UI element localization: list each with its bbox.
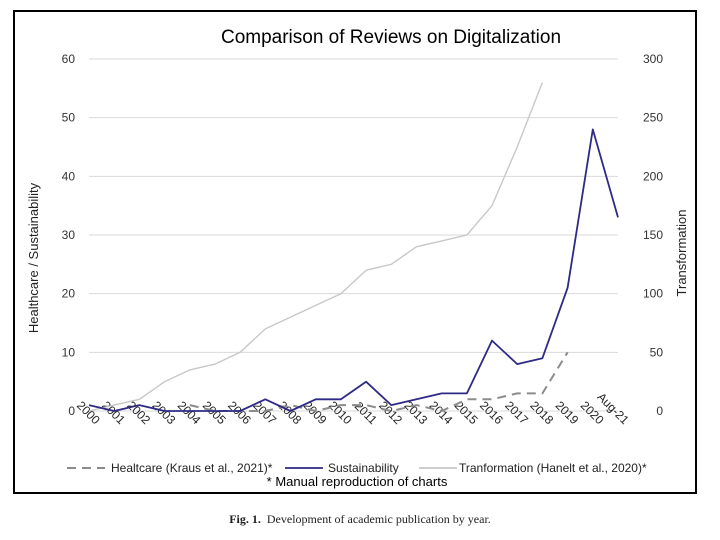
right-tick-label: 200 [643,169,663,183]
x-tick-label: 2014 [427,398,456,427]
left-y-axis: 0 10 20 30 40 50 60 [62,52,76,418]
legend: Healtcare (Kraus et al., 2021)* Sustainab… [67,461,647,475]
right-tick-label: 50 [650,345,664,359]
y-axis-label-right: Transformation [674,210,689,297]
legend-label: Healtcare (Kraus et al., 2021)* [111,461,273,475]
chart-title: Comparison of Reviews on Digitalization [221,27,561,48]
x-tick-label: 2005 [200,398,229,427]
x-tick-label: 2016 [477,398,506,427]
series-line-0 [189,351,569,412]
x-tick-label: 2018 [527,398,556,427]
left-tick-label: 60 [62,52,76,66]
left-tick-label: 10 [62,345,76,359]
right-y-axis: 0 50 100 150 200 250 300 [643,52,663,418]
left-tick-label: 30 [62,228,76,242]
caption-text: Development of academic publication by y… [266,512,491,526]
left-tick-label: 0 [68,404,75,418]
series-line-1 [88,128,619,412]
left-tick-label: 50 [62,111,76,125]
grid [89,58,618,412]
caption-label: Fig. 1. [229,512,261,526]
x-tick-label: 2013 [401,398,430,427]
right-tick-label: 300 [643,52,663,66]
right-tick-label: 150 [643,228,663,242]
x-tick-label: 2019 [553,398,582,427]
x-tick-label: 2004 [175,398,204,427]
series-line-2 [88,82,544,412]
x-tick-label: 2009 [301,398,330,427]
x-tick-label: 2007 [250,398,279,427]
line-chart: Comparison of Reviews on Digitalization … [26,27,689,489]
chart-frame: Comparison of Reviews on Digitalization … [13,10,697,494]
legend-label: Sustainability [328,461,399,475]
legend-label: Tranformation (Hanelt et al., 2020)* [459,461,647,475]
y-axis-label-left: Healthcare / Sustainability [26,182,41,333]
right-tick-label: 100 [643,287,663,301]
left-tick-label: 20 [62,287,76,301]
x-tick-label: 2017 [502,398,531,427]
x-tick-label: 2015 [452,398,481,427]
x-tick-label: 2006 [225,398,254,427]
x-tick-label: 2002 [124,398,153,427]
x-tick-label: 2008 [276,398,305,427]
right-tick-label: 0 [656,404,663,418]
left-tick-label: 40 [62,169,76,183]
x-tick-label: 2000 [74,398,103,427]
right-tick-label: 250 [643,111,663,125]
x-tick-label: 2010 [326,398,355,427]
figure-caption: Fig. 1. Development of academic publicat… [0,512,720,527]
x-tick-label: 2011 [352,399,380,427]
x-tick-label: 2003 [150,398,179,427]
footnote: * Manual reproduction of charts [267,474,448,489]
series [88,82,619,412]
